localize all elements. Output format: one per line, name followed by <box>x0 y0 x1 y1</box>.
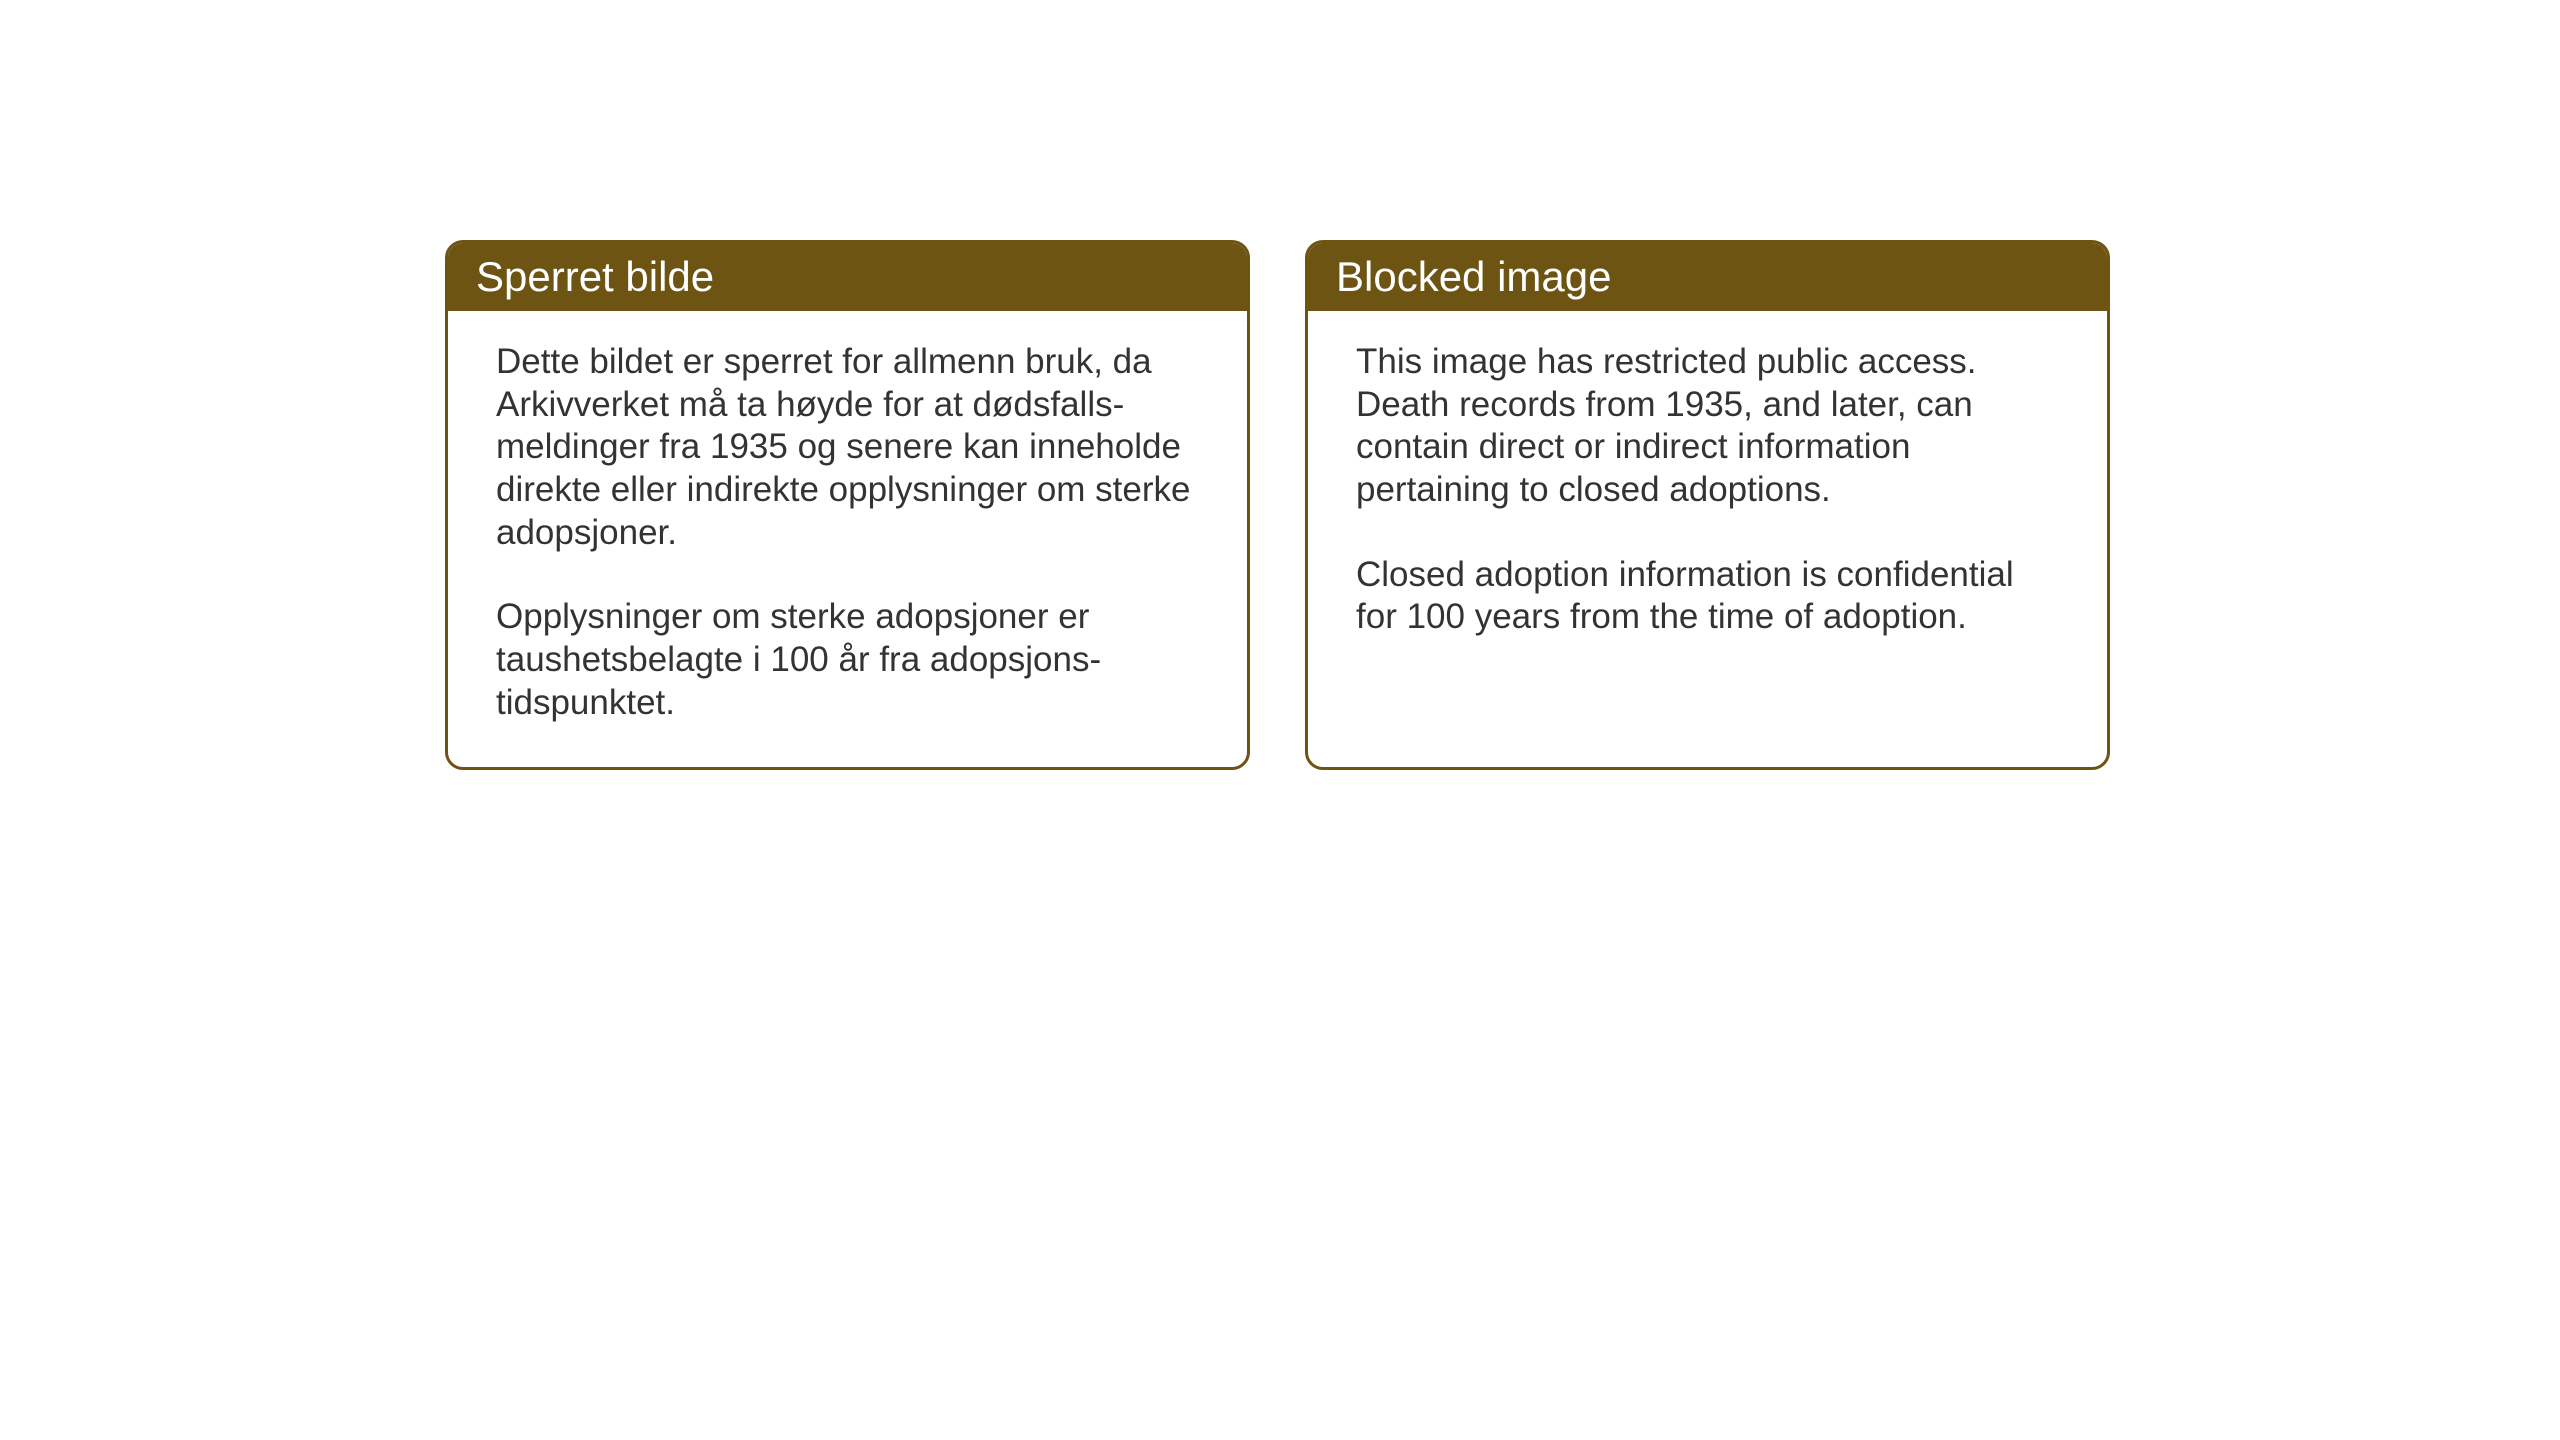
norwegian-paragraph-1: Dette bildet er sperret for allmenn bruk… <box>496 341 1199 554</box>
english-notice-body: This image has restricted public access.… <box>1308 311 2107 681</box>
english-notice-title: Blocked image <box>1308 243 2107 311</box>
english-paragraph-2: Closed adoption information is confident… <box>1356 554 2059 639</box>
norwegian-notice-body: Dette bildet er sperret for allmenn bruk… <box>448 311 1247 767</box>
english-paragraph-1: This image has restricted public access.… <box>1356 341 2059 512</box>
notice-container: Sperret bilde Dette bildet er sperret fo… <box>445 240 2110 770</box>
english-notice-card: Blocked image This image has restricted … <box>1305 240 2110 770</box>
norwegian-notice-title: Sperret bilde <box>448 243 1247 311</box>
norwegian-notice-card: Sperret bilde Dette bildet er sperret fo… <box>445 240 1250 770</box>
norwegian-paragraph-2: Opplysninger om sterke adopsjoner er tau… <box>496 596 1199 724</box>
